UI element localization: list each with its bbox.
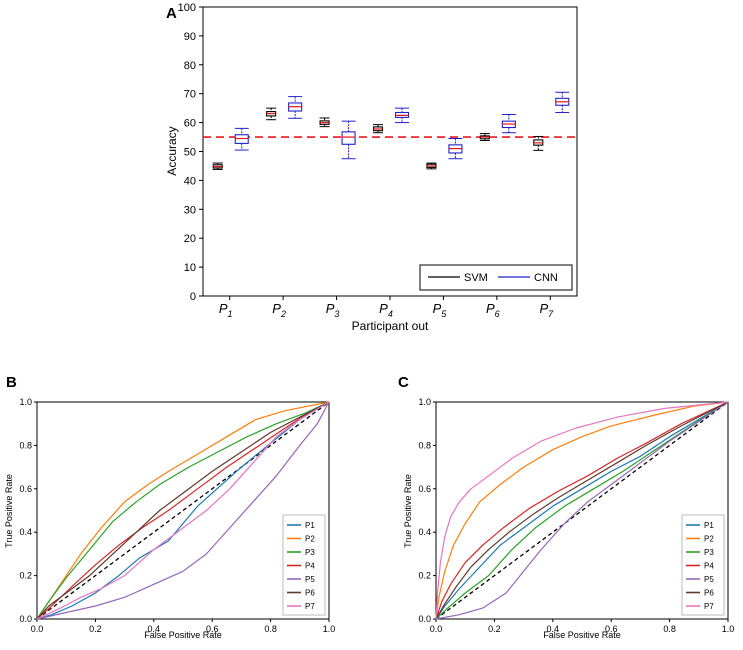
panel-c-legend-label-p1: P1 <box>704 521 714 530</box>
panel-b-legend-label-p5: P5 <box>305 575 315 584</box>
panel-c-legend-label-p2: P2 <box>704 535 714 544</box>
panel-a-title: A <box>166 5 177 22</box>
panel-c-x-axis-label: False Positive Rate <box>543 630 621 640</box>
panel-b-roc-p6 <box>36 401 330 620</box>
panel-b-plot-area <box>36 401 330 620</box>
panel-c-roc-p4 <box>435 401 729 620</box>
panel-b-x-tick-label: 0.8 <box>264 624 277 634</box>
panel-a-y-tick-label: 70 <box>184 89 196 101</box>
legend-svm-label: SVM <box>464 272 488 284</box>
panel-c-x-tick-label: 0.6 <box>605 624 618 634</box>
panel-c-y-tick-label: 1.0 <box>418 397 431 407</box>
panel-c-roc-p2 <box>435 401 729 620</box>
panel-a-legend: SVM CNN <box>419 264 573 291</box>
panel-c-roc-p6 <box>435 401 729 620</box>
panel-a-y-tick-label: 100 <box>178 2 196 14</box>
panel-a-x-tick-label: P5 <box>433 301 448 319</box>
panel-a-y-axis-label: Accuracy <box>165 126 179 175</box>
panel-b-legend-label-p3: P3 <box>305 548 315 557</box>
panel-a-y-tick-label: 60 <box>184 118 196 130</box>
panel-b-x-tick-label: 0.2 <box>89 624 102 634</box>
legend-cnn-label: CNN <box>534 272 558 284</box>
panel-c-x-tick-label: 0.4 <box>547 624 560 634</box>
panel-b-y-tick-label: 0.8 <box>19 440 32 450</box>
panel-a-y-tick-label: 90 <box>184 31 196 43</box>
panel-c-roc-p5 <box>435 401 729 620</box>
panel-c-x-tick-label: 0.8 <box>663 624 676 634</box>
panel-b-chance-line <box>36 401 330 620</box>
panel-b-x-tick-label: 1.0 <box>323 624 336 634</box>
panel-b-y-tick-label: 0.6 <box>19 484 32 494</box>
panel-c-legend-label-p6: P6 <box>704 589 714 598</box>
panel-b-x-tick-label: 0.4 <box>148 624 161 634</box>
panel-c-roc: C False Positive Rate True Positive Rate… <box>398 374 734 640</box>
panel-c-legend-label-p3: P3 <box>704 548 714 557</box>
panel-a-x-axis-label: Participant out <box>352 319 429 333</box>
panel-b-legend-label-p1: P1 <box>305 521 315 530</box>
panel-a-y-tick-label: 40 <box>184 175 196 187</box>
panel-b-legend-label-p2: P2 <box>305 535 315 544</box>
panel-b-roc-p4 <box>36 401 330 620</box>
panel-a-y-tick-label: 0 <box>190 291 196 303</box>
panel-c-x-tick-label: 0.0 <box>430 624 443 634</box>
panel-a-y-tick-label: 50 <box>184 147 196 159</box>
panel-b-x-tick-label: 0.0 <box>31 624 44 634</box>
panel-b-x-tick-label: 0.6 <box>206 624 219 634</box>
panel-c-x-tick-label: 1.0 <box>722 624 735 634</box>
panel-c-y-tick-label: 0.2 <box>418 571 431 581</box>
cnn-box <box>341 131 356 145</box>
panel-a-y-tick-label: 20 <box>184 233 196 245</box>
panel-c-roc-p7 <box>435 401 729 620</box>
panel-b-y-tick-label: 0.4 <box>19 527 32 537</box>
panel-b-y-axis-label: True Positive Rate <box>4 474 14 548</box>
panel-b-roc-p3 <box>36 401 330 620</box>
panel-b-roc-p1 <box>36 401 330 620</box>
panel-b-legend-label-p7: P7 <box>305 602 315 611</box>
panel-a-x-tick-label: P2 <box>272 301 286 319</box>
panel-c-legend-label-p4: P4 <box>704 562 714 571</box>
panel-c-roc-p1 <box>435 401 729 620</box>
panel-a-x-tick-label: P1 <box>219 301 233 319</box>
panel-c-y-tick-label: 0.4 <box>418 527 431 537</box>
panel-b-y-tick-label: 0.0 <box>19 614 32 624</box>
panel-b-legend-label-p6: P6 <box>305 589 315 598</box>
panel-c-plot-area <box>435 401 729 620</box>
panel-b-roc-p5 <box>36 401 330 620</box>
panel-a-x-tick-label: P3 <box>326 301 340 319</box>
panel-b-roc-p7 <box>36 401 330 620</box>
panel-c-x-tick-label: 0.2 <box>488 624 501 634</box>
panel-a-y-tick-label: 30 <box>184 204 196 216</box>
panel-b-roc: B False Positive Rate True Positive Rate… <box>4 374 335 640</box>
panel-c-legend-label-p5: P5 <box>704 575 714 584</box>
panel-c-chance-line <box>435 401 729 620</box>
panel-a-x-tick-label: P7 <box>539 301 554 319</box>
panel-b-y-tick-label: 1.0 <box>19 397 32 407</box>
panel-c-y-tick-label: 0.0 <box>418 614 431 624</box>
panel-c-legend-label-p7: P7 <box>704 602 714 611</box>
panel-b-y-tick-label: 0.2 <box>19 571 32 581</box>
panel-b-legend-label-p4: P4 <box>305 562 315 571</box>
panel-a-plot-area <box>202 6 578 297</box>
panel-c-y-tick-label: 0.6 <box>418 484 431 494</box>
panel-b-title: B <box>6 374 17 391</box>
panel-a-x-tick-label: P6 <box>486 301 500 319</box>
panel-a-y-tick-label: 10 <box>184 262 196 274</box>
panel-b-x-axis-label: False Positive Rate <box>144 630 222 640</box>
panel-c-roc-p3 <box>435 401 729 620</box>
panel-b-roc-p2 <box>36 401 330 620</box>
panel-c-title: C <box>398 374 409 391</box>
panel-a-y-tick-label: 80 <box>184 60 196 72</box>
panel-c-y-axis-label: True Positive Rate <box>403 474 413 548</box>
panel-c-y-tick-label: 0.8 <box>418 440 431 450</box>
panel-a-x-tick-label: P4 <box>379 301 393 319</box>
